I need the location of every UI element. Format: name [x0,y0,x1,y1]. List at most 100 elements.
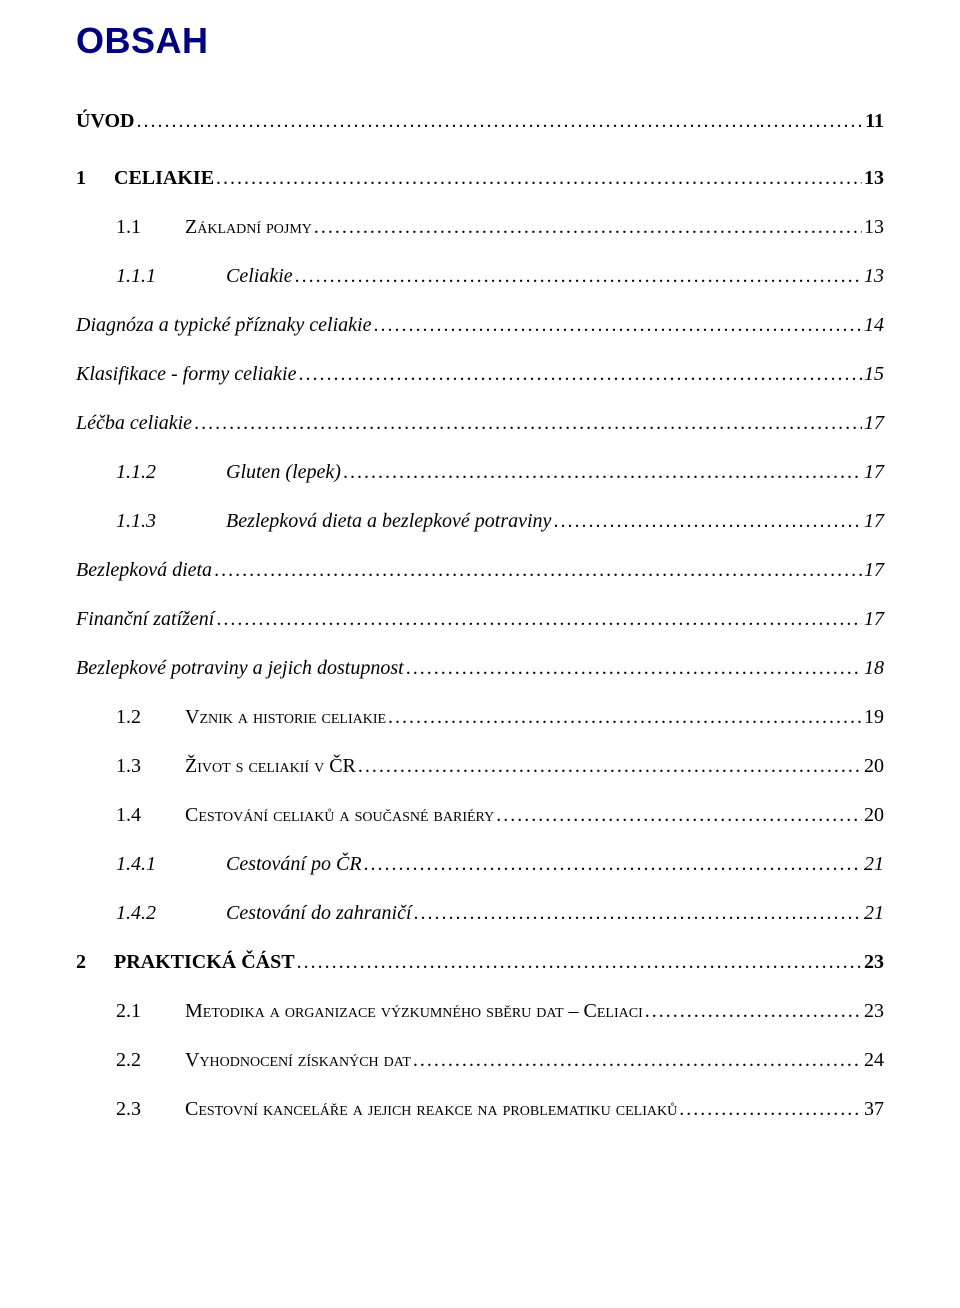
toc-entry: 1.1.3 Bezlepková dieta a bezlepkové potra… [116,510,884,533]
toc-entry-text: CELIAKIE [114,167,214,190]
toc-entry-page: 20 [864,804,884,827]
toc-entry-text: Cestovní kanceláře a jejich reakce na pr… [185,1098,677,1121]
toc-entry-number: 1.4.1 [116,853,156,876]
toc-dots [364,853,862,876]
toc-entry-page: 20 [864,755,884,778]
toc-entry-text: ÚVOD [76,110,135,133]
toc-dots [214,559,862,582]
toc-dots [298,363,862,386]
toc-entry-number: 2.3 [116,1098,141,1121]
toc-entry-page: 19 [864,706,884,729]
toc-entry-text: Léčba celiakie [76,412,192,435]
toc-entry: Bezlepková dieta 17 [76,559,884,582]
toc-entry: 1.1.1 Celiakie 13 [116,265,884,288]
toc-entry-number: 1 [76,167,86,190]
toc-entry-page: 37 [864,1098,884,1121]
toc-entry: 1 CELIAKIE 13 [76,167,884,190]
toc-dots [406,657,862,680]
toc-entry: 1.3 Život s celiakií v ČR 20 [116,755,884,778]
toc-entry-number: 1.1.1 [116,265,156,288]
toc-entry-text: Klasifikace - formy celiakie [76,363,296,386]
toc-dots [137,110,864,133]
toc-entry-text: Cestování po ČR [226,853,362,876]
toc-entry-number: 2.1 [116,1000,141,1023]
toc-entry-page: 17 [864,510,884,533]
toc-entry-text: Gluten (lepek) [226,461,341,484]
toc-entry: Bezlepkové potraviny a jejich dostupnost… [76,657,884,680]
toc-dots [414,902,862,925]
toc-entry-number: 2 [76,951,86,974]
toc-entry-page: 18 [864,657,884,680]
toc-entry-page: 21 [864,853,884,876]
toc-entry-page: 23 [864,1000,884,1023]
toc-entry-text: Metodika a organizace výzkumného sběru d… [185,1000,643,1023]
toc-entry-page: 13 [864,167,884,190]
toc-entry-text: Celiakie [226,265,293,288]
toc-entry: 1.1.2 Gluten (lepek) 17 [116,461,884,484]
toc-entry-number: 1.4 [116,804,141,827]
toc-entry-text: Finanční zatížení [76,608,214,631]
toc-entry-page: 17 [864,608,884,631]
toc-entry-number: 1.3 [116,755,141,778]
toc-entry-page: 11 [865,110,884,133]
toc-entry-page: 17 [864,461,884,484]
toc-dots [645,1000,862,1023]
toc-entry: Klasifikace - formy celiakie15 [76,363,884,386]
toc-dots [413,1049,862,1072]
toc-dots [553,510,862,533]
toc-dots [216,608,862,631]
toc-entry-page: 13 [864,265,884,288]
toc-entry: 1.4.2 Cestování do zahraničí 21 [116,902,884,925]
toc-entry: Finanční zatížení 17 [76,608,884,631]
toc-entry: 2.1 Metodika a organizace výzkumného sběr… [116,1000,884,1023]
toc-entry: 1.2 Vznik a historie celiakie 19 [116,706,884,729]
toc-entry: 2 PRAKTICKÁ ČÁST 23 [76,951,884,974]
toc-dots [216,167,862,190]
toc-entry-number: 1.4.2 [116,902,156,925]
toc-dots [373,314,862,337]
toc-entry: Diagnóza a typické příznaky celiakie 14 [76,314,884,337]
toc-entry-number: 2.2 [116,1049,141,1072]
toc-entry-page: 24 [864,1049,884,1072]
table-of-contents: ÚVOD111CELIAKIE131.1Základní pojmy131.1.… [76,110,884,1121]
toc-entry-page: 23 [864,951,884,974]
toc-entry-text: Bezlepkové potraviny a jejich dostupnost [76,657,404,680]
toc-dots [194,412,862,435]
toc-entry-text: Cestování celiaků a současné bariéry [185,804,494,827]
toc-entry-number: 1.1.3 [116,510,156,533]
toc-entry-text: Bezlepková dieta [76,559,212,582]
toc-entry: 2.3 Cestovní kanceláře a jejich reakce na… [116,1098,884,1121]
toc-entry-text: PRAKTICKÁ ČÁST [114,951,295,974]
toc-entry-number: 1.1 [116,216,141,239]
toc-entry: 2.2 Vyhodnocení získaných dat 24 [116,1049,884,1072]
toc-dots [343,461,862,484]
toc-entry-text: Bezlepková dieta a bezlepkové potraviny [226,510,551,533]
toc-entry-number: 1.2 [116,706,141,729]
toc-entry-page: 14 [864,314,884,337]
toc-dots [297,951,862,974]
toc-dots [388,706,862,729]
toc-entry-page: 21 [864,902,884,925]
toc-entry: 1.4 Cestování celiaků a současné bariéry 2… [116,804,884,827]
toc-entry: Léčba celiakie 17 [76,412,884,435]
toc-dots [496,804,862,827]
toc-dots [314,216,862,239]
toc-entry: ÚVOD 11 [76,110,884,133]
toc-entry-number: 1.1.2 [116,461,156,484]
toc-entry-text: Vznik a historie celiakie [185,706,386,729]
toc-entry-text: Život s celiakií v ČR [185,755,356,778]
toc-dots [358,755,862,778]
toc-entry: 1.1 Základní pojmy 13 [116,216,884,239]
toc-entry-text: Cestování do zahraničí [226,902,412,925]
toc-entry-page: 17 [864,412,884,435]
toc-entry: 1.4.1 Cestování po ČR 21 [116,853,884,876]
page: OBSAH ÚVOD111CELIAKIE131.1Základní pojmy… [0,0,960,1187]
toc-entry-text: Základní pojmy [185,216,312,239]
page-title: OBSAH [76,20,884,62]
toc-entry-text: Diagnóza a typické příznaky celiakie [76,314,371,337]
toc-dots [295,265,862,288]
toc-entry-text: Vyhodnocení získaných dat [185,1049,411,1072]
toc-entry-page: 13 [864,216,884,239]
toc-entry-page: 17 [864,559,884,582]
toc-dots [679,1098,862,1121]
